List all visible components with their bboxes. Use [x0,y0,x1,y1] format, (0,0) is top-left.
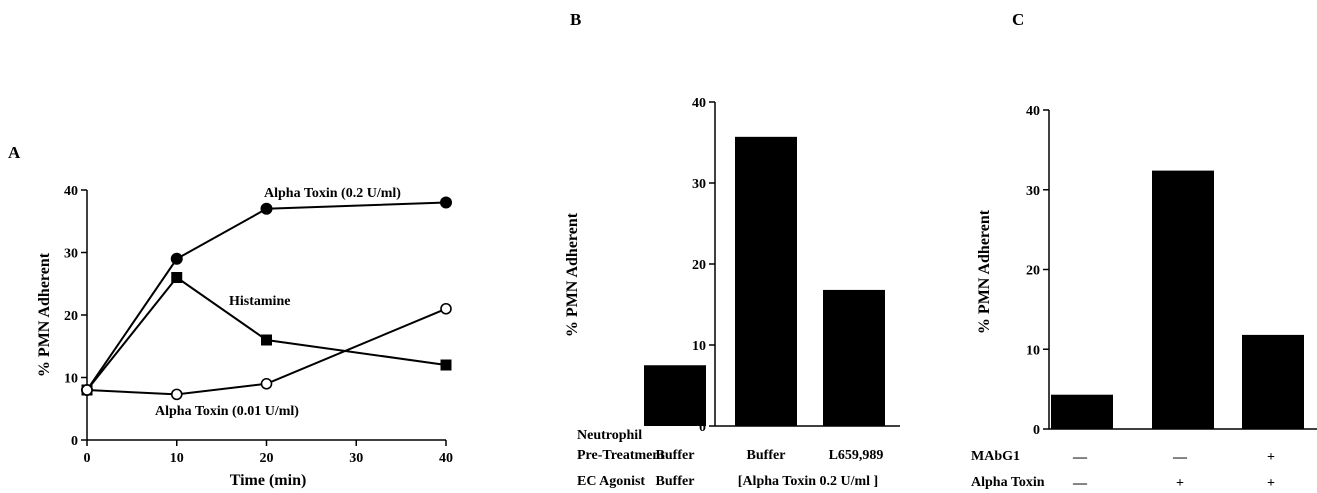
panel-a-x-ticks: 0 10 20 30 40 [84,440,453,466]
panel-c-row-1-cell-0: — [1072,476,1088,491]
panel-a-series-1-point-2 [261,334,272,346]
panel-b-y-ticks: 0 10 20 30 40 [692,96,715,435]
panel-a-y-tick-label-2: 20 [64,309,78,324]
panel-a-series-2-point-0 [81,384,93,396]
panel-c-bar-1 [1152,170,1214,430]
panel-c-y-tick-label-0: 0 [1033,423,1040,438]
panel-c-row-1-cell-1: + [1176,476,1184,491]
panel-b-y-axis-title: % PMN Adherent [564,212,581,337]
panel-b-row-0-cell-2: L659,989 [829,448,884,463]
panel-a-series-2-point-2 [260,377,273,390]
panel-a-y-tick-label-3: 30 [64,247,78,262]
panel-c-bar-2 [1242,334,1304,429]
panel-a-y-tick-label-4: 40 [64,184,78,199]
panel-a-x-tick-label-1: 10 [170,451,184,466]
panel-a-series-label-0: Alpha Toxin (0.2 U/ml) [264,186,401,201]
panel-b-y-tick-label-3: 30 [692,177,706,192]
panel-a-series-line-1 [86,276,447,391]
panel-a-y-ticks: 0 10 20 30 40 [64,184,87,449]
panel-c-y-tick-label-2: 20 [1026,264,1040,279]
panel-c-y-ticks: 0 10 20 30 40 [1026,104,1049,438]
panel-c-y-axis-title: % PMN Adherent [976,209,993,334]
panel-a-series-2-point-1 [170,388,183,401]
panel-c-row-0-cell-2: + [1267,450,1275,465]
panel-a-letter: A [8,143,21,162]
panel-b-y-tick-label-4: 40 [692,96,706,111]
panel-a-x-tick-label-0: 0 [84,451,91,466]
panel-c-bar-0 [1051,394,1113,429]
panel-a-series [81,196,452,401]
panel-a-y-tick-label-0: 0 [71,434,78,449]
panel-b-row-0-label-line2: Pre-Treatment [577,448,665,463]
panel-b-row-1-cell-1: [Alpha Toxin 0.2 U/ml ] [738,474,878,489]
panel-c-row-0-label: MAbG1 [971,449,1020,464]
panel-a-series-1-point-3 [440,359,452,371]
panel-c-y-tick-label-1: 10 [1026,343,1040,358]
panel-a-x-tick-label-3: 30 [349,451,363,466]
panel-a-series-0-point-2 [260,202,273,215]
panel-a-series-line-0 [86,201,447,391]
panel-b-bar-2 [823,289,885,426]
panel-a-x-tick-label-2: 20 [260,451,274,466]
panel-c-letter: C [1012,10,1024,29]
panel-b-y-tick-label-1: 10 [692,339,706,354]
panel-a-series-1-point-1 [171,272,183,283]
panel-b-bar-1 [735,136,797,426]
panel-a-series-2-point-3 [440,302,452,315]
panel-b-y-tick-label-2: 20 [692,258,706,273]
panel-b-row-1-cell-0: Buffer [656,474,695,489]
panel-c-row-1-label: Alpha Toxin [971,475,1045,490]
panel-c: C 0 10 20 30 40 % PMN Adherent MAbG1 — — + A… [971,10,1317,491]
panel-a-series-0-point-3 [440,196,452,209]
panel-a-y-axis-title: % PMN Adherent [36,252,53,377]
panel-b-letter: B [570,10,581,29]
panel-a-series-label-2: Alpha Toxin (0.01 U/ml) [155,404,299,419]
panel-a: A 0 10 20 30 40 0 10 20 30 40 % PMN Adherent Tim… [8,143,453,489]
panel-c-bars [1051,170,1304,430]
panel-b-row-0-label-line1: Neutrophil [577,428,642,443]
panel-c-row-0-cell-0: — [1072,450,1088,465]
panel-b-row-0-cell-0: Buffer [656,448,695,463]
panel-a-x-axis-title: Time (min) [230,472,307,489]
panel-c-row-1-cell-2: + [1267,476,1275,491]
panel-b-y-tick-label-0: 0 [699,420,706,435]
panel-a-series-line-2 [86,307,447,396]
panel-b-row-0-cell-1: Buffer [747,448,786,463]
panel-b-bars [644,136,885,426]
panel-b-row-1-label: EC Agonist [577,474,645,489]
panel-c-y-tick-label-3: 30 [1026,184,1040,199]
panel-c-row-0-cell-1: — [1172,450,1188,465]
panel-a-x-tick-label-4: 40 [439,451,453,466]
panel-a-series-0-point-1 [170,252,183,265]
panel-b: B 0 10 20 30 40 % PMN Adherent Neutrophil Pr… [564,10,900,489]
panel-a-series-label-1: Histamine [229,294,290,309]
panel-a-y-tick-label-1: 10 [64,372,78,387]
panel-b-bar-0 [644,365,706,426]
panel-c-y-tick-label-4: 40 [1026,104,1040,119]
